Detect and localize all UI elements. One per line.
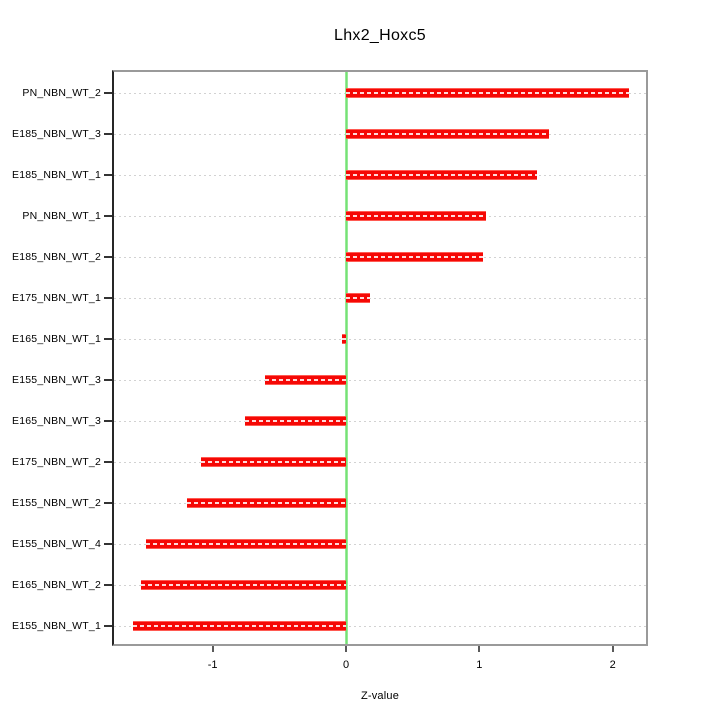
x-tick — [478, 646, 481, 652]
category-label: E175_NBN_WT_2 — [12, 456, 101, 468]
category-label: E175_NBN_WT_1 — [12, 292, 101, 304]
bar — [187, 498, 346, 508]
bar — [346, 211, 486, 221]
y-tick — [104, 133, 112, 135]
y-tick — [104, 215, 112, 217]
y-tick — [104, 174, 112, 176]
gridline — [114, 379, 646, 381]
y-tick — [104, 502, 112, 504]
bar — [346, 129, 549, 139]
x-tick — [611, 646, 614, 652]
y-tick — [104, 584, 112, 586]
y-tick — [104, 420, 112, 422]
bar — [140, 580, 347, 590]
bar — [346, 252, 484, 262]
gridline — [114, 625, 646, 627]
y-tick — [104, 92, 112, 94]
category-label: E155_NBN_WT_4 — [12, 538, 101, 550]
category-label: PN_NBN_WT_1 — [22, 210, 101, 222]
y-tick — [104, 256, 112, 258]
y-tick — [104, 379, 112, 381]
y-tick — [104, 297, 112, 299]
category-label: PN_NBN_WT_2 — [22, 87, 101, 99]
gridline — [114, 297, 646, 299]
category-label: E155_NBN_WT_2 — [12, 497, 101, 509]
category-label: E165_NBN_WT_1 — [12, 333, 101, 345]
bar — [200, 457, 347, 467]
x-tick-label: 2 — [609, 659, 616, 671]
category-label: E165_NBN_WT_3 — [12, 415, 101, 427]
x-tick — [345, 646, 347, 652]
category-label: E155_NBN_WT_1 — [12, 620, 101, 632]
zero-line — [344, 72, 348, 644]
category-label: E155_NBN_WT_3 — [12, 374, 101, 386]
x-tick-label: -1 — [207, 659, 218, 671]
gridline — [114, 502, 646, 504]
gridline — [114, 543, 646, 545]
bar — [244, 416, 347, 426]
category-label: E185_NBN_WT_3 — [12, 128, 101, 140]
bar — [342, 334, 346, 344]
y-tick — [104, 543, 112, 545]
y-tick — [104, 625, 112, 627]
category-label: E185_NBN_WT_1 — [12, 169, 101, 181]
gridline — [114, 461, 646, 463]
category-label: E165_NBN_WT_2 — [12, 579, 101, 591]
gridline — [114, 338, 646, 340]
y-tick — [104, 461, 112, 463]
x-tick — [211, 646, 214, 652]
gridline — [114, 420, 646, 422]
bar — [264, 375, 347, 385]
y-tick — [104, 338, 112, 340]
chart-title: Lhx2_Hoxc5 — [334, 27, 426, 44]
bar — [132, 621, 347, 631]
x-tick-label: 0 — [342, 659, 350, 671]
category-label: E185_NBN_WT_2 — [12, 251, 101, 263]
plot-area — [112, 70, 648, 646]
bar — [146, 539, 346, 549]
bar — [346, 293, 370, 303]
x-tick-label: 1 — [476, 659, 483, 671]
bar — [346, 170, 537, 180]
gridline — [114, 584, 646, 586]
bar — [346, 88, 629, 98]
x-axis-title: Z-value — [360, 690, 400, 702]
